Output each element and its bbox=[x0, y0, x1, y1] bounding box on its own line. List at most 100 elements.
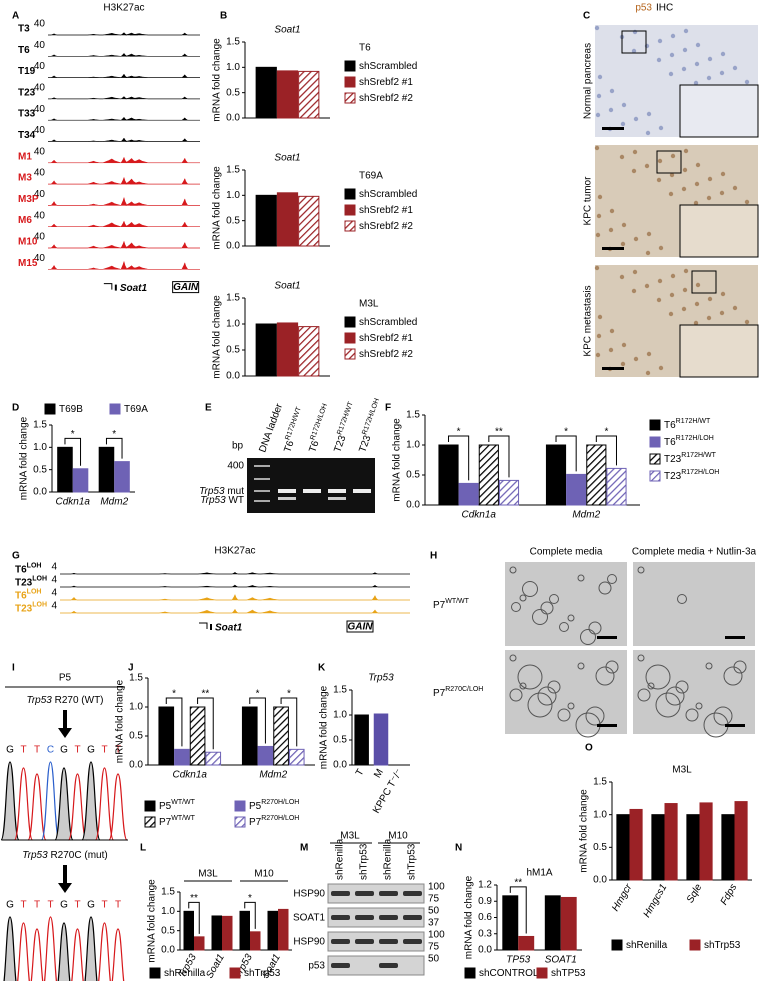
y-tick-label: 0.0 bbox=[226, 241, 240, 252]
trace-peak bbox=[111, 928, 125, 981]
trace-allele: R270C (mut) bbox=[50, 850, 107, 861]
chart-title: hM1A bbox=[526, 868, 552, 879]
cell bbox=[732, 65, 738, 71]
significance-bracket bbox=[488, 435, 510, 478]
legend-swatch bbox=[344, 332, 356, 344]
track-name-main: M10 bbox=[18, 236, 38, 247]
bar bbox=[276, 322, 299, 377]
track-signal bbox=[48, 73, 200, 78]
y-axis-label: mRNA fold change bbox=[147, 879, 158, 963]
blot-name: SOAT1 bbox=[293, 913, 325, 924]
blot-marker: 37 bbox=[428, 918, 440, 929]
arrow bbox=[58, 865, 72, 893]
row-label-sup: WT/WT bbox=[445, 598, 469, 605]
organoid bbox=[511, 602, 521, 612]
base-call: T bbox=[34, 745, 40, 756]
base-call: G bbox=[87, 745, 95, 756]
track-name-main: T23 bbox=[15, 577, 33, 588]
legend-label: T23R172H/WT bbox=[664, 452, 717, 465]
y-axis-label: mRNA fold change bbox=[212, 295, 223, 379]
region-box bbox=[172, 281, 200, 294]
cell bbox=[633, 356, 639, 362]
cell bbox=[608, 107, 614, 113]
legend-label: shTrp53 bbox=[244, 968, 281, 979]
y-axis-label: mRNA fold change bbox=[579, 789, 590, 873]
organoid bbox=[532, 609, 548, 625]
row-label: P7R270C/LOH bbox=[433, 686, 483, 699]
organoid bbox=[607, 574, 617, 584]
cell bbox=[608, 227, 614, 233]
legend-swatch bbox=[344, 348, 356, 360]
y-tick-label: 0.5 bbox=[129, 731, 143, 742]
y-tick-label: 1.2 bbox=[478, 880, 492, 891]
legend-label: P7WT/WT bbox=[159, 815, 196, 828]
blot-group: M3L bbox=[340, 831, 360, 842]
bar bbox=[267, 910, 278, 951]
legend-label: shSrebf2 #2 bbox=[359, 93, 413, 104]
region-box bbox=[346, 620, 374, 633]
scale-bar bbox=[725, 636, 745, 639]
organoid bbox=[567, 702, 575, 710]
lane-label-main: T6 bbox=[307, 439, 321, 454]
organoid bbox=[519, 682, 527, 690]
significance-label: * bbox=[564, 427, 568, 438]
legend-label: shRenilla bbox=[164, 968, 206, 979]
organoid bbox=[580, 629, 596, 645]
legend-title: T6 bbox=[359, 43, 371, 54]
lane-label: shRenilla bbox=[383, 838, 394, 880]
y-axis-label: mRNA fold change bbox=[319, 685, 330, 769]
trace-peak bbox=[84, 916, 98, 981]
bar bbox=[250, 931, 261, 951]
row-label-main: P7 bbox=[433, 600, 446, 611]
chart-title: Trp53 bbox=[368, 673, 394, 684]
base-call: T bbox=[47, 900, 53, 911]
organoid bbox=[577, 574, 585, 582]
cell bbox=[644, 283, 650, 289]
legend-swatch bbox=[144, 816, 156, 828]
panel-letter: K bbox=[318, 663, 326, 674]
base-call: T bbox=[101, 745, 107, 756]
y-tick-label: 0.5 bbox=[333, 735, 347, 746]
cell bbox=[669, 172, 675, 178]
organoid bbox=[585, 706, 605, 726]
organoid bbox=[705, 662, 713, 670]
bar bbox=[502, 895, 519, 951]
significance-bracket bbox=[448, 435, 470, 481]
organoid bbox=[549, 594, 559, 604]
inset bbox=[679, 204, 759, 258]
panel-letter: J bbox=[128, 663, 134, 674]
track-signal bbox=[60, 584, 410, 588]
chart-title: Soat1 bbox=[274, 153, 300, 164]
cell bbox=[658, 365, 664, 371]
blot-band bbox=[331, 891, 350, 896]
legend-label-main: shScrambled bbox=[359, 189, 417, 200]
band-allele: mut bbox=[227, 486, 244, 497]
track-name: T23 bbox=[18, 87, 36, 98]
track-name: M6 bbox=[18, 215, 32, 226]
legend-label-sup: R172H/LOH bbox=[681, 469, 719, 476]
track-title: H3K27ac bbox=[214, 546, 255, 557]
bar bbox=[183, 910, 194, 951]
track-name-sup: LOH bbox=[27, 562, 42, 569]
track-signal bbox=[48, 220, 200, 227]
track-name: T6LOH bbox=[15, 588, 41, 601]
organoid-image bbox=[633, 562, 755, 646]
x-tick-label: Cdkn1a bbox=[173, 770, 208, 781]
cell bbox=[597, 194, 603, 200]
bar bbox=[586, 444, 607, 506]
cell bbox=[668, 191, 674, 197]
gel-marker: 400 bbox=[227, 461, 244, 472]
track-scale: 4 bbox=[51, 562, 57, 573]
cell bbox=[644, 163, 650, 169]
cell bbox=[619, 274, 625, 280]
band-gene: Trp53 bbox=[199, 486, 225, 497]
legend-swatch bbox=[234, 800, 246, 812]
legend-label-main: shSrebf2 #2 bbox=[359, 221, 413, 232]
legend-label-main: P7 bbox=[159, 817, 172, 828]
base-call: T bbox=[74, 745, 80, 756]
cell bbox=[645, 130, 651, 136]
y-tick-label: 1.5 bbox=[226, 37, 240, 48]
bar bbox=[734, 801, 748, 881]
cell bbox=[620, 121, 626, 127]
track-name: T6 bbox=[18, 44, 30, 55]
